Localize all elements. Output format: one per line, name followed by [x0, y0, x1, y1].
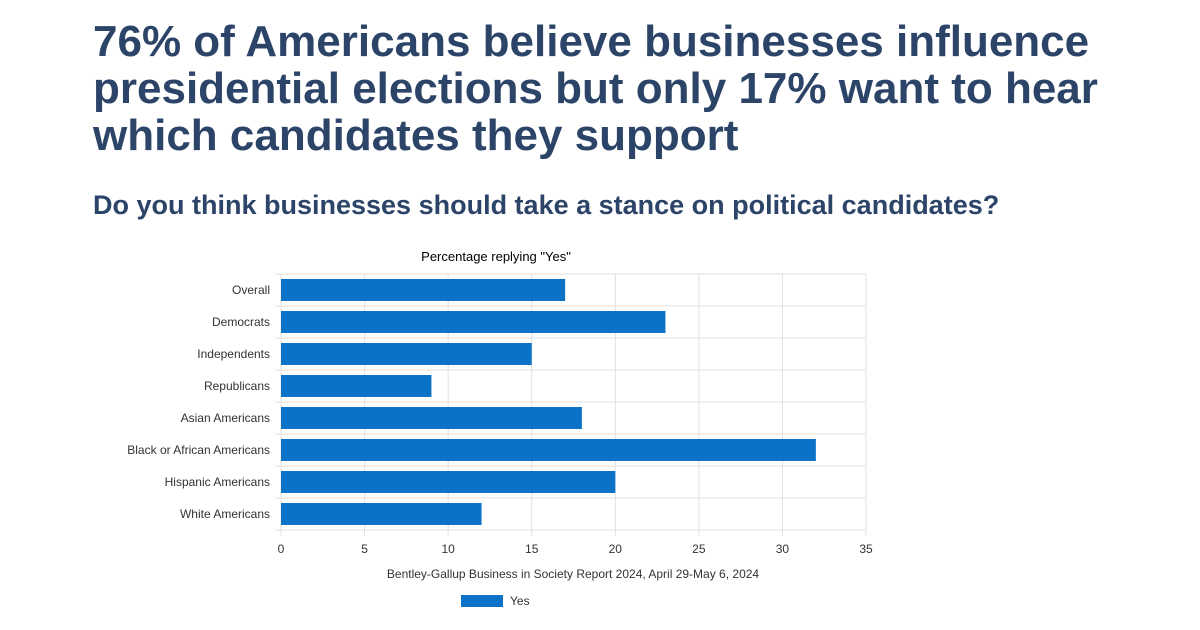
category-label: Republicans [204, 379, 270, 393]
x-tick-label: 30 [776, 542, 790, 556]
x-tick-label: 0 [278, 542, 285, 556]
legend: Yes [461, 594, 530, 608]
x-tick-label: 10 [441, 542, 455, 556]
category-label: Hispanic Americans [165, 475, 270, 489]
x-tick-label: 15 [525, 542, 539, 556]
category-label: Democrats [212, 315, 270, 329]
x-tick-label: 35 [859, 542, 873, 556]
bar [281, 311, 666, 333]
category-label: Black or African Americans [127, 443, 270, 457]
bar [281, 407, 582, 429]
category-label: Independents [197, 347, 270, 361]
bars [281, 279, 816, 525]
bar [281, 343, 532, 365]
x-tick-label: 5 [361, 542, 368, 556]
category-label: White Americans [180, 507, 270, 521]
chart-source: Bentley-Gallup Business in Society Repor… [387, 567, 760, 581]
bar [281, 375, 432, 397]
legend-label: Yes [510, 594, 530, 608]
x-axis-ticks: 0 5 10 15 20 25 30 35 [278, 542, 873, 556]
bar [281, 439, 816, 461]
bar [281, 503, 482, 525]
category-label: Overall [232, 283, 270, 297]
bar [281, 279, 566, 301]
chart-title: Percentage replying "Yes" [421, 249, 571, 264]
legend-swatch [461, 595, 503, 607]
x-tick-label: 25 [692, 542, 706, 556]
x-tick-label: 20 [609, 542, 623, 556]
category-label: Asian Americans [181, 411, 270, 425]
category-labels: Overall Democrats Independents Republicans A… [127, 283, 270, 521]
question-subtitle: Do you think businesses should take a st… [93, 190, 1000, 220]
headline: 76% of Americans believe businesses infl… [93, 17, 1098, 160]
bar [281, 471, 616, 493]
